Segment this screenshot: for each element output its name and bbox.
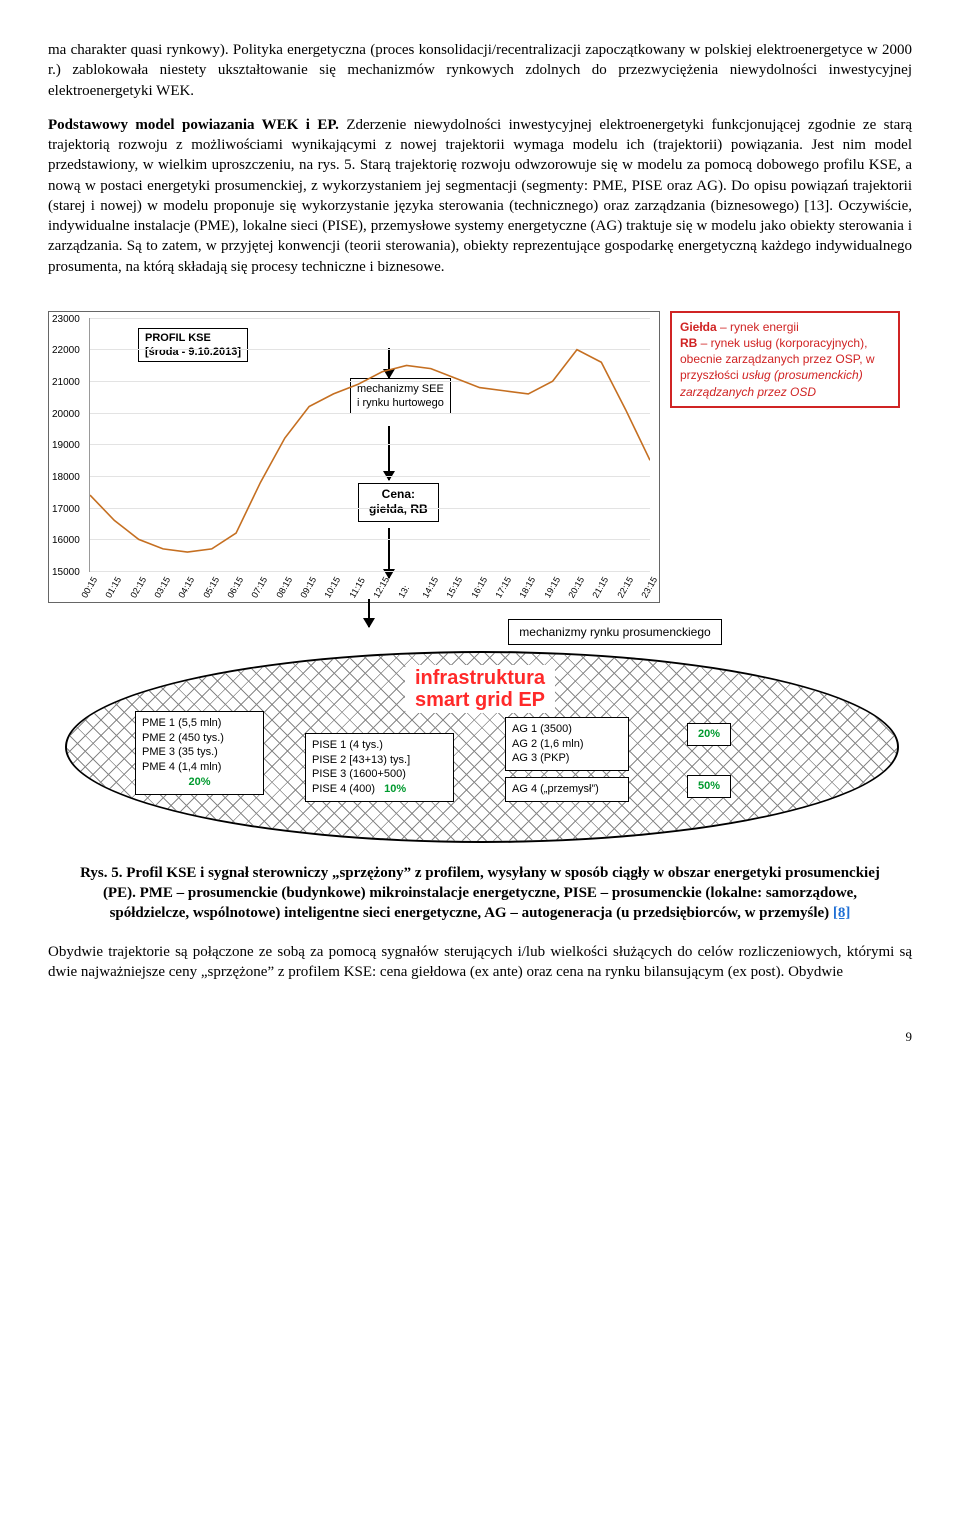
ag-bot-box: AG 4 („przemysł”)	[505, 777, 629, 802]
ag-top-box: AG 1 (3500)AG 2 (1,6 mln)AG 3 (PKP)	[505, 717, 629, 772]
para2-bold: Podstawowy model powiazania WEK i EP.	[48, 117, 339, 133]
paragraph-3: Obydwie trajektorie są połączone ze sobą…	[48, 942, 912, 983]
ellipse-title: infrastrukturasmart grid EP	[405, 665, 555, 713]
figure-5: 2300022000210002000019000180001700016000…	[48, 311, 912, 924]
paragraph-2: Podstawowy model powiazania WEK i EP. Zd…	[48, 115, 912, 277]
arrow-to-prosumer: mechanizmy rynku prosumenckiego	[48, 599, 912, 641]
kse-profile-chart: 2300022000210002000019000180001700016000…	[48, 311, 660, 603]
page-number: 9	[48, 1028, 912, 1046]
pme-box: PME 1 (5,5 mln)PME 2 (450 tys.)PME 3 (35…	[135, 711, 264, 795]
caption-ref-link[interactable]: [8]	[833, 905, 851, 921]
smart-grid-ellipse: infrastrukturasmart grid EP PME 1 (5,5 m…	[65, 651, 895, 841]
ag-top-pct: 20%	[687, 723, 731, 746]
para2-rest: Zderzenie niewydolności inwestycyjnej el…	[48, 117, 912, 275]
ag-bot-pct: 50%	[687, 775, 731, 798]
paragraph-1: ma charakter quasi rynkowy). Polityka en…	[48, 40, 912, 101]
mech-prosumer-box: mechanizmy rynku prosumenckiego	[508, 619, 721, 645]
pise-box: PISE 1 (4 tys.)PISE 2 [43+13) tys.]PISE …	[305, 733, 454, 802]
chart-side-legend: Giełda – rynek energiiRB – rynek usług (…	[670, 311, 900, 408]
figure-caption: Rys. 5. Profil KSE i sygnał sterowniczy …	[76, 863, 884, 924]
